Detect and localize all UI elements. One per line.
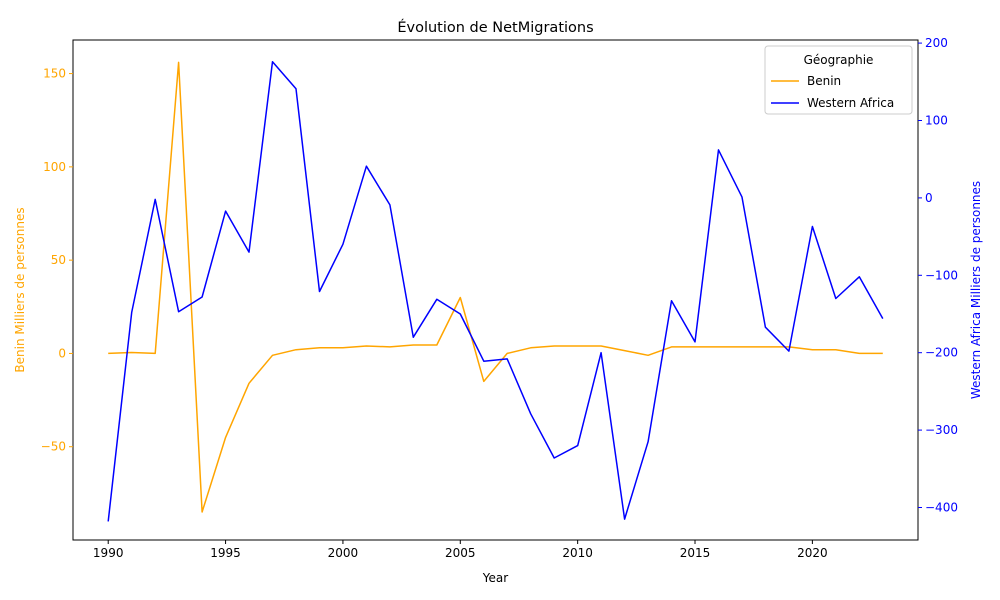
right-tick-label: −300 <box>925 423 958 437</box>
left-tick-label: 150 <box>43 67 66 81</box>
right-tick-label: 0 <box>925 191 933 205</box>
x-tick-label: 1995 <box>210 546 241 560</box>
left-tick-label: 0 <box>58 346 66 360</box>
series-line-western-africa <box>107 60 884 522</box>
x-tick-label: 2015 <box>680 546 711 560</box>
legend-box <box>764 45 913 115</box>
plot-frame <box>72 39 919 541</box>
legend-title: Géographie <box>804 53 874 67</box>
right-tick-label: −400 <box>925 500 958 514</box>
legend: Géographie Benin Western Africa <box>764 45 913 115</box>
left-axis: −50 0 50 100 150 <box>41 67 73 454</box>
right-tick-label: −200 <box>925 346 958 360</box>
x-tick-label: 2000 <box>328 546 359 560</box>
left-tick-label: −50 <box>41 440 66 454</box>
legend-label: Western Africa <box>807 96 894 110</box>
x-tick-label: 2005 <box>445 546 476 560</box>
right-axis-title: Western Africa Milliers de personnes <box>969 181 983 399</box>
chart-title: Évolution de NetMigrations <box>397 19 593 36</box>
legend-label: Benin <box>807 74 841 88</box>
x-axis: 1990 1995 2000 2005 2010 2015 2020 <box>93 540 828 560</box>
series-line-benin <box>108 61 883 513</box>
right-tick-label: 100 <box>925 113 948 127</box>
left-tick-label: 50 <box>51 253 66 267</box>
left-tick-label: 100 <box>43 160 66 174</box>
right-tick-label: 200 <box>925 36 948 50</box>
x-axis-title: Year <box>482 571 508 585</box>
left-axis-title: Benin Milliers de personnes <box>13 207 27 372</box>
x-tick-label: 1990 <box>93 546 124 560</box>
x-tick-label: 2020 <box>797 546 828 560</box>
x-tick-label: 2010 <box>562 546 593 560</box>
right-tick-label: −100 <box>925 268 958 282</box>
right-axis: −400 −300 −200 −100 0 100 200 <box>918 36 958 514</box>
